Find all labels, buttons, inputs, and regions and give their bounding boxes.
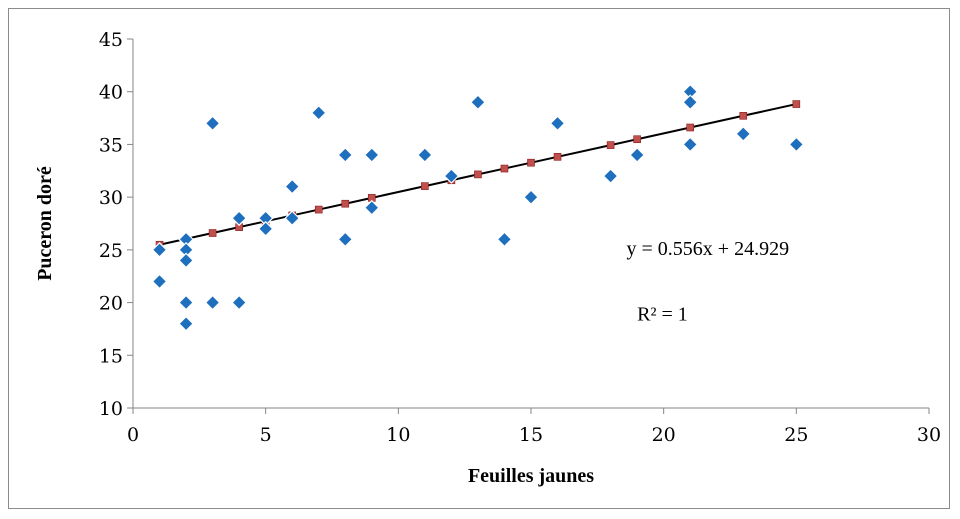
data-point [231, 210, 247, 227]
data-point [682, 136, 699, 153]
data-point [363, 199, 380, 216]
trend-marker [686, 123, 695, 132]
trend-marker [314, 205, 323, 214]
x-tick-label: 20 [652, 424, 676, 446]
data-point [363, 147, 380, 163]
data-point [204, 115, 221, 132]
data-point [629, 147, 645, 163]
data-point [178, 252, 194, 269]
trend-marker [553, 153, 562, 161]
y-tick-label: 25 [99, 240, 123, 262]
y-tick-label: 10 [99, 398, 123, 420]
data-point [337, 231, 354, 248]
data-point [257, 220, 274, 237]
data-point [151, 242, 168, 258]
chart-text: Feuilles jaunes Puceron doré y = 0.556x … [34, 166, 789, 487]
trend-marker [341, 199, 350, 208]
y-tick-label: 15 [99, 345, 123, 367]
data-point [337, 147, 354, 163]
data-points [151, 83, 805, 332]
data-point [178, 315, 194, 332]
axes: 10 15 20 25 30 35 40 45 0 5 10 15 20 25 30 [99, 29, 941, 446]
equation-annotation: y = 0.556x + 24.929 [627, 238, 790, 260]
y-axis-title: Puceron doré [34, 166, 56, 281]
data-point [284, 210, 301, 227]
chart-frame: 10 15 20 25 30 35 40 45 0 5 10 15 20 25 30 Feuilles ja… [8, 8, 950, 509]
data-point [204, 294, 221, 311]
x-tick-label: 10 [386, 424, 410, 446]
y-tick-label: 30 [99, 187, 123, 209]
data-point [496, 231, 513, 248]
data-point [470, 94, 486, 111]
trend-line [159, 103, 797, 246]
y-tick-label: 40 [99, 82, 123, 104]
x-axis-title: Feuilles jaunes [468, 465, 594, 487]
r-squared-annotation: R² = 1 [637, 303, 688, 325]
trend-marker [739, 111, 748, 120]
data-point [417, 147, 433, 163]
x-tick-label: 15 [519, 424, 543, 446]
data-point [310, 104, 327, 121]
data-point [523, 189, 539, 205]
x-tick-label: 5 [260, 424, 272, 446]
trend-marker [792, 100, 801, 108]
x-tick-label: 30 [917, 424, 941, 446]
data-point [788, 136, 805, 153]
data-point [549, 115, 566, 132]
data-point [735, 126, 752, 142]
y-tick-label: 35 [99, 134, 123, 156]
y-tick-label: 45 [99, 29, 123, 51]
data-point [231, 294, 247, 311]
y-tick-label: 20 [99, 293, 123, 315]
trend-marker [633, 135, 641, 144]
x-tick-label: 0 [127, 424, 139, 446]
data-point [178, 294, 194, 311]
scatter-chart: 10 15 20 25 30 35 40 45 0 5 10 15 20 25 30 Feuilles ja… [34, 29, 941, 487]
trend-marker [527, 158, 535, 167]
data-point [602, 168, 619, 184]
trend-series [155, 100, 801, 249]
x-tick-label: 25 [784, 424, 808, 446]
data-point [682, 94, 699, 111]
trend-marker [606, 141, 615, 149]
trend-marker [208, 229, 217, 237]
data-point [284, 178, 301, 195]
trend-marker [421, 182, 429, 190]
data-point [151, 273, 168, 290]
data-point [443, 168, 460, 184]
trend-marker [500, 164, 509, 173]
trend-marker [474, 170, 482, 179]
